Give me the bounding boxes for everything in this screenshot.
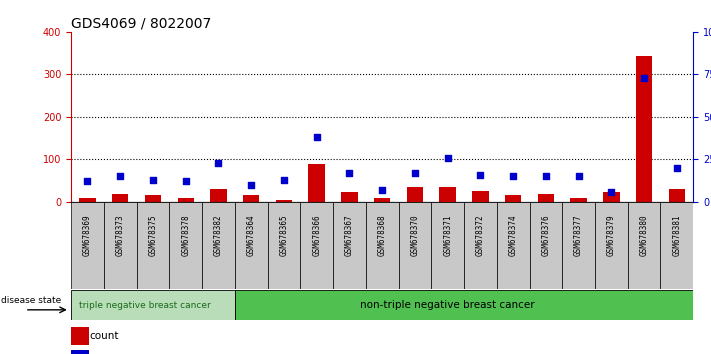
Bar: [341, 193, 358, 202]
Bar: [595, 202, 628, 289]
Bar: [333, 202, 365, 289]
Bar: [145, 195, 161, 202]
Bar: [603, 193, 619, 202]
Text: disease state: disease state: [1, 296, 62, 305]
Point: [82, 178, 93, 184]
Text: GSM678374: GSM678374: [508, 215, 518, 256]
Bar: [407, 187, 423, 202]
Text: non-triple negative breast cancer: non-triple negative breast cancer: [360, 300, 535, 310]
Bar: [562, 202, 595, 289]
Bar: [661, 202, 693, 289]
Point: [671, 165, 683, 171]
Point: [343, 170, 355, 176]
Bar: [80, 198, 96, 202]
Text: GSM678378: GSM678378: [181, 215, 191, 256]
Text: GSM678379: GSM678379: [607, 215, 616, 256]
Bar: [71, 202, 104, 289]
Point: [278, 177, 289, 183]
Point: [573, 173, 584, 179]
Text: GSM678371: GSM678371: [443, 215, 452, 256]
Bar: [71, 327, 89, 345]
Text: GSM678368: GSM678368: [378, 215, 387, 256]
Bar: [210, 189, 227, 202]
Point: [213, 160, 224, 166]
Bar: [104, 202, 137, 289]
Text: GDS4069 / 8022007: GDS4069 / 8022007: [71, 17, 211, 31]
Bar: [530, 202, 562, 289]
Point: [508, 173, 519, 179]
Point: [180, 178, 191, 184]
Bar: [668, 189, 685, 202]
Bar: [169, 202, 202, 289]
Bar: [505, 195, 521, 202]
Text: GSM678370: GSM678370: [410, 215, 419, 256]
Bar: [300, 202, 333, 289]
Text: GSM678377: GSM678377: [574, 215, 583, 256]
Bar: [570, 198, 587, 202]
Bar: [365, 202, 399, 289]
Text: GSM678376: GSM678376: [541, 215, 550, 256]
Bar: [71, 350, 89, 354]
Bar: [71, 290, 235, 320]
Text: GSM678375: GSM678375: [149, 215, 157, 256]
Bar: [137, 202, 169, 289]
Text: GSM678380: GSM678380: [640, 215, 648, 256]
Point: [410, 170, 421, 176]
Bar: [267, 202, 300, 289]
Bar: [636, 56, 652, 202]
Point: [606, 189, 617, 194]
Point: [377, 187, 388, 193]
Text: GSM678369: GSM678369: [83, 215, 92, 256]
Bar: [235, 290, 693, 320]
Bar: [464, 202, 497, 289]
Bar: [472, 191, 488, 202]
Bar: [112, 194, 129, 202]
Point: [245, 182, 257, 188]
Bar: [202, 202, 235, 289]
Bar: [374, 198, 390, 202]
Bar: [178, 198, 194, 202]
Bar: [432, 202, 464, 289]
Bar: [497, 202, 530, 289]
Bar: [538, 194, 554, 202]
Bar: [439, 187, 456, 202]
Point: [114, 173, 126, 179]
Text: GSM678365: GSM678365: [279, 215, 289, 256]
Text: GSM678364: GSM678364: [247, 215, 256, 256]
Bar: [235, 202, 267, 289]
Text: GSM678367: GSM678367: [345, 215, 354, 256]
Point: [442, 155, 454, 160]
Point: [638, 75, 650, 81]
Point: [540, 173, 552, 179]
Text: GSM678381: GSM678381: [673, 215, 681, 256]
Text: GSM678372: GSM678372: [476, 215, 485, 256]
Bar: [276, 200, 292, 202]
Bar: [628, 202, 661, 289]
Point: [475, 172, 486, 177]
Bar: [243, 195, 260, 202]
Text: count: count: [90, 331, 119, 341]
Bar: [399, 202, 432, 289]
Point: [311, 135, 322, 140]
Bar: [309, 164, 325, 202]
Point: [147, 177, 159, 183]
Text: GSM678382: GSM678382: [214, 215, 223, 256]
Text: GSM678373: GSM678373: [116, 215, 124, 256]
Text: triple negative breast cancer: triple negative breast cancer: [79, 301, 210, 310]
Text: GSM678366: GSM678366: [312, 215, 321, 256]
